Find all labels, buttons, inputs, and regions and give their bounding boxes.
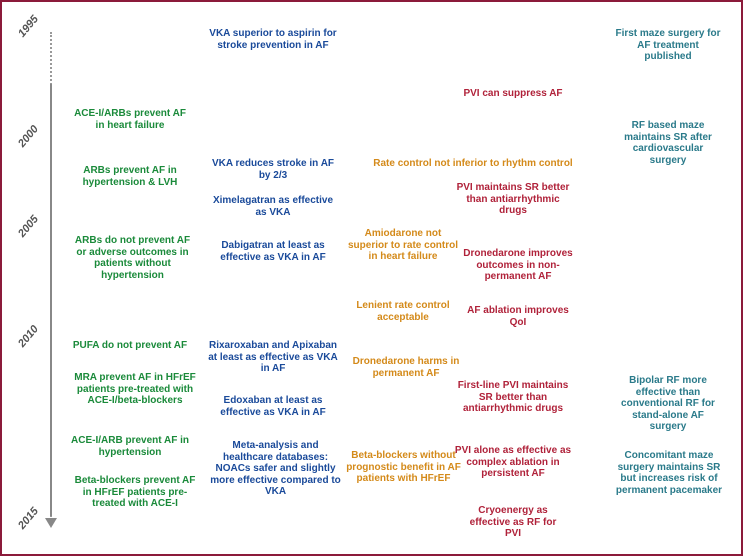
timeline-item: Beta-blockers prevent AF in HFrEF patien…	[70, 475, 200, 510]
axis-solid	[50, 84, 52, 516]
timeline-item: ARBs do not prevent AF or adverse outcom…	[70, 235, 195, 281]
timeline-item: ACE-I/ARBs prevent AF in heart failure	[70, 108, 190, 131]
timeline-item: VKA superior to aspirin for stroke preve…	[208, 28, 338, 51]
timeline-item: Cryoenergy as effective as RF for PVI	[463, 505, 563, 540]
timeline-item: Meta-analysis and healthcare databases: …	[208, 440, 343, 498]
timeline-item: Rate control not inferior to rhythm cont…	[358, 158, 588, 170]
timeline-diagram: 19952000200520102015 VKA superior to asp…	[0, 0, 743, 556]
timeline-item: Dronedarone improves outcomes in non-per…	[453, 248, 583, 283]
timeline-item: Amiodarone not superior to rate control …	[348, 228, 458, 263]
timeline-item: Beta-blockers without prognostic benefit…	[346, 450, 461, 485]
timeline-item: MRA prevent AF in HFrEF patients pre-tre…	[70, 372, 200, 407]
timeline-item: ACE-I/ARB prevent AF in hypertension	[70, 435, 190, 458]
timeline-item: First maze surgery for AF treatment publ…	[613, 28, 723, 63]
year-label: 2005	[16, 213, 41, 239]
timeline-item: Edoxaban at least as effective as VKA in…	[208, 395, 338, 418]
timeline-item: RF based maze maintains SR after cardiov…	[613, 120, 723, 166]
timeline-item: Ximelagatran as effective as VKA	[208, 195, 338, 218]
timeline-item: PVI alone as effective as complex ablati…	[453, 445, 573, 480]
year-label: 1995	[16, 13, 41, 39]
timeline-item: PUFA do not prevent AF	[70, 340, 190, 352]
timeline-item: PVI can suppress AF	[448, 88, 578, 100]
timeline-item: Lenient rate control acceptable	[348, 300, 458, 323]
timeline-content: VKA superior to aspirin for stroke preve…	[58, 10, 731, 546]
timeline-item: First-line PVI maintains SR better than …	[453, 380, 573, 415]
timeline-item: Dabigatran at least as effective as VKA …	[208, 240, 338, 263]
timeline-item: Concomitant maze surgery maintains SR bu…	[610, 450, 728, 496]
year-label: 2010	[16, 323, 41, 349]
timeline-axis: 19952000200520102015	[20, 14, 60, 534]
timeline-item: AF ablation improves QoI	[463, 305, 573, 328]
timeline-item: VKA reduces stroke in AF by 2/3	[208, 158, 338, 181]
timeline-item: ARBs prevent AF in hypertension & LVH	[70, 165, 190, 188]
timeline-item: Rixaroxaban and Apixaban at least as eff…	[208, 340, 338, 375]
timeline-item: Dronedarone harms in permanent AF	[346, 356, 466, 379]
axis-arrowhead	[45, 518, 57, 528]
year-label: 2015	[16, 505, 41, 531]
year-label: 2000	[16, 123, 41, 149]
timeline-item: PVI maintains SR better than antiarrhyth…	[453, 182, 573, 217]
timeline-item: Bipolar RF more effective than conventio…	[613, 375, 723, 433]
